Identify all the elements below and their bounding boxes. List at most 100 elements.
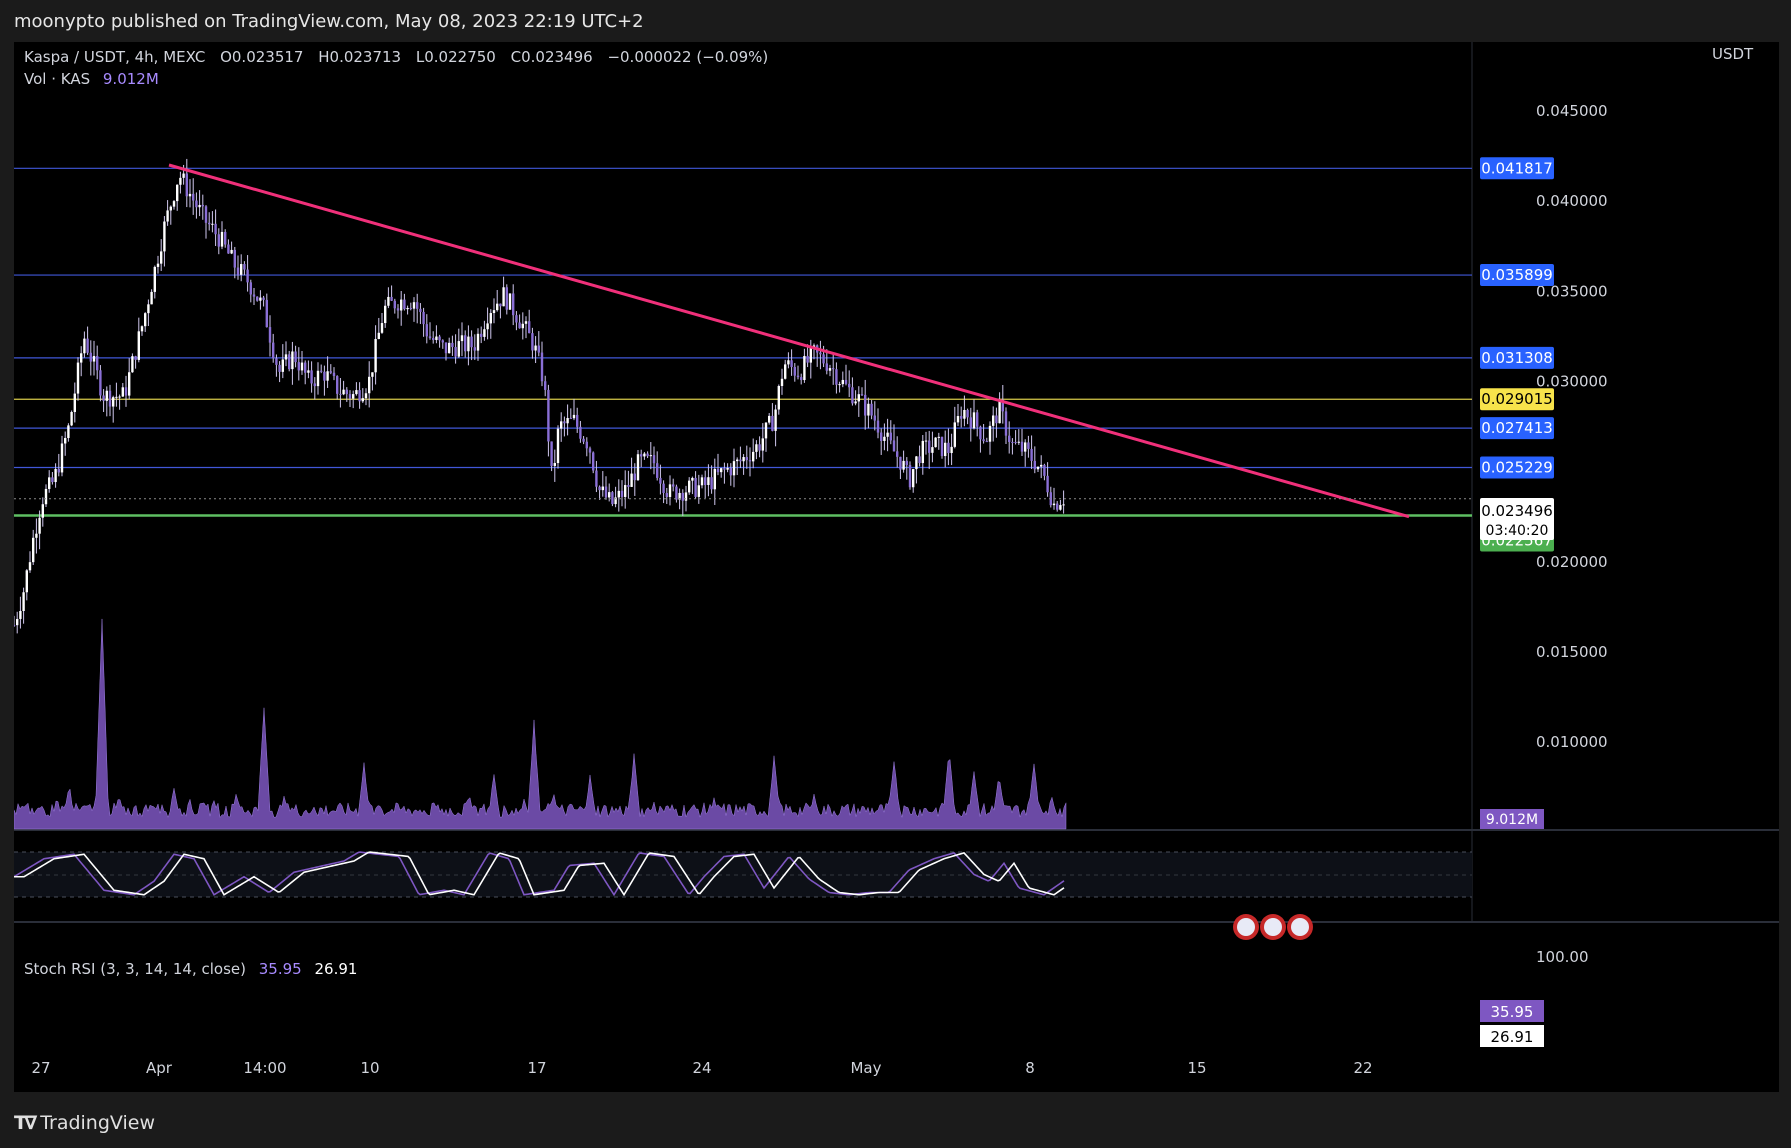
candle-body[interactable] <box>601 486 604 491</box>
candle-body[interactable] <box>444 342 448 354</box>
candle-body[interactable] <box>809 347 812 363</box>
candle-body[interactable] <box>416 302 419 309</box>
candle-body[interactable] <box>864 394 867 416</box>
candle-body[interactable] <box>707 477 710 485</box>
candle-body[interactable] <box>825 363 828 371</box>
candle-body[interactable] <box>953 422 956 447</box>
candle-body[interactable] <box>569 418 572 420</box>
candle-body[interactable] <box>720 468 723 473</box>
candle-body[interactable] <box>105 390 108 401</box>
candle-body[interactable] <box>163 221 166 252</box>
candle-body[interactable] <box>796 375 800 378</box>
candle-body[interactable] <box>54 468 57 483</box>
candle-body[interactable] <box>502 287 505 307</box>
candle-body[interactable] <box>294 351 297 363</box>
candle-body[interactable] <box>60 443 64 473</box>
candle-body[interactable] <box>678 492 681 500</box>
candle-body[interactable] <box>956 416 960 423</box>
candle-body[interactable] <box>342 389 345 395</box>
candle-body[interactable] <box>380 323 384 333</box>
candle-body[interactable] <box>313 383 316 387</box>
candle-body[interactable] <box>44 488 48 505</box>
candle-body[interactable] <box>806 355 809 363</box>
candle-body[interactable] <box>451 342 454 348</box>
candle-body[interactable] <box>358 390 361 402</box>
candle-body[interactable] <box>99 370 102 396</box>
candle-body[interactable] <box>1036 466 1040 470</box>
candle-body[interactable] <box>819 352 822 355</box>
candle-body[interactable] <box>153 266 156 292</box>
candle-body[interactable] <box>838 384 841 386</box>
candle-body[interactable] <box>684 492 688 501</box>
candle-body[interactable] <box>92 355 96 362</box>
candle-body[interactable] <box>998 399 1001 424</box>
candle-body[interactable] <box>723 468 726 470</box>
candle-body[interactable] <box>755 444 758 452</box>
candle-body[interactable] <box>428 336 432 339</box>
candle-body[interactable] <box>25 570 28 593</box>
candle-body[interactable] <box>361 398 364 402</box>
candle-body[interactable] <box>598 486 601 491</box>
candle-body[interactable] <box>131 356 134 373</box>
candle-body[interactable] <box>876 420 880 433</box>
candle-body[interactable] <box>896 451 899 457</box>
candle-body[interactable] <box>566 418 569 424</box>
candle-body[interactable] <box>540 352 544 382</box>
candle-body[interactable] <box>544 381 547 390</box>
candle-body[interactable] <box>188 193 192 197</box>
candle-body[interactable] <box>777 386 780 410</box>
candle-body[interactable] <box>1027 442 1030 449</box>
candle-body[interactable] <box>259 297 262 301</box>
candle-body[interactable] <box>588 448 592 453</box>
candle-body[interactable] <box>249 282 252 295</box>
candle-body[interactable] <box>908 464 912 488</box>
candle-body[interactable] <box>883 436 886 441</box>
candle-body[interactable] <box>771 415 774 431</box>
candle-body[interactable] <box>377 332 380 339</box>
candle-body[interactable] <box>688 480 691 493</box>
candle-body[interactable] <box>902 460 905 470</box>
candle-body[interactable] <box>892 440 896 452</box>
candle-body[interactable] <box>265 299 268 328</box>
candle-body[interactable] <box>563 421 566 424</box>
candle-body[interactable] <box>272 342 275 359</box>
candle-body[interactable] <box>995 415 998 424</box>
candle-body[interactable] <box>803 355 806 381</box>
descending-trendline[interactable] <box>168 163 1410 519</box>
candle-body[interactable] <box>665 493 668 498</box>
candle-body[interactable] <box>284 354 288 360</box>
candle-body[interactable] <box>409 307 412 309</box>
candle-body[interactable] <box>262 297 265 300</box>
candle-body[interactable] <box>96 355 99 371</box>
candle-body[interactable] <box>579 426 582 439</box>
candle-body[interactable] <box>739 459 742 462</box>
candle-body[interactable] <box>304 362 307 373</box>
candle-body[interactable] <box>387 296 390 306</box>
candle-body[interactable] <box>67 425 70 439</box>
candle-body[interactable] <box>668 484 672 498</box>
candle-body[interactable] <box>790 360 793 368</box>
candle-body[interactable] <box>617 490 620 498</box>
candle-body[interactable] <box>1040 464 1043 467</box>
candle-body[interactable] <box>528 321 531 334</box>
candle-body[interactable] <box>851 387 854 404</box>
candle-body[interactable] <box>300 362 304 371</box>
candle-body[interactable] <box>537 345 540 353</box>
candle-body[interactable] <box>227 244 230 254</box>
candle-body[interactable] <box>649 455 652 457</box>
candle-body[interactable] <box>608 492 611 498</box>
candle-body[interactable] <box>150 291 153 305</box>
candle-body[interactable] <box>710 477 713 490</box>
candle-body[interactable] <box>614 497 617 505</box>
candle-body[interactable] <box>886 432 889 437</box>
candle-body[interactable] <box>889 432 892 441</box>
candle-body[interactable] <box>473 347 476 351</box>
candle-body[interactable] <box>547 389 550 442</box>
candle-body[interactable] <box>960 416 963 419</box>
candle-body[interactable] <box>553 463 556 466</box>
candle-body[interactable] <box>512 293 515 316</box>
candle-body[interactable] <box>393 300 396 309</box>
candle-body[interactable] <box>160 251 163 264</box>
candle-body[interactable] <box>35 533 38 538</box>
candle-body[interactable] <box>422 311 425 325</box>
